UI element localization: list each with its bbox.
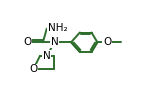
Text: O: O (29, 64, 37, 74)
Text: O: O (103, 37, 111, 47)
Text: N: N (43, 51, 51, 61)
Text: N: N (51, 37, 58, 47)
Text: NH₂: NH₂ (48, 23, 67, 33)
Text: O: O (24, 37, 32, 47)
